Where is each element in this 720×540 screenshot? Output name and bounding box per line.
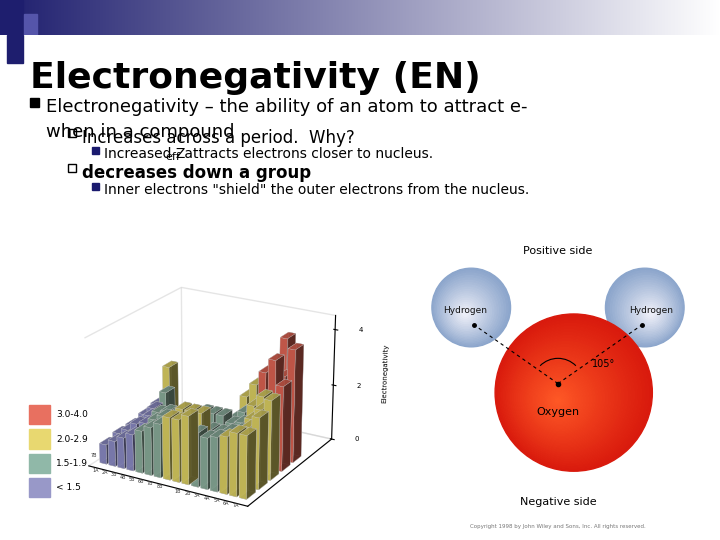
Circle shape xyxy=(438,278,501,341)
Bar xyxy=(7,35,23,63)
Text: Electronegativity – the ability of an atom to attract e-
when in a compound: Electronegativity – the ability of an at… xyxy=(46,98,528,140)
Circle shape xyxy=(454,300,478,325)
Circle shape xyxy=(545,387,572,414)
Circle shape xyxy=(536,376,583,423)
Circle shape xyxy=(510,341,621,451)
Text: attracts electrons closer to nucleus.: attracts electrons closer to nucleus. xyxy=(180,147,433,161)
Circle shape xyxy=(550,393,566,408)
Circle shape xyxy=(518,353,608,443)
Circle shape xyxy=(459,307,472,320)
Circle shape xyxy=(432,268,510,347)
Circle shape xyxy=(624,287,672,335)
Circle shape xyxy=(611,273,681,344)
Circle shape xyxy=(529,368,592,431)
Circle shape xyxy=(441,282,496,338)
Circle shape xyxy=(644,307,657,320)
Circle shape xyxy=(515,347,614,447)
Circle shape xyxy=(636,298,665,327)
Bar xyxy=(24,14,37,35)
Text: 3.0-4.0: 3.0-4.0 xyxy=(56,410,88,419)
Text: Copyright 1998 by John Wiley and Sons, Inc. All rights reserved.: Copyright 1998 by John Wiley and Sons, I… xyxy=(470,524,646,529)
Circle shape xyxy=(640,302,661,323)
Bar xyxy=(29,454,50,473)
Circle shape xyxy=(608,271,683,346)
Circle shape xyxy=(638,300,662,325)
Circle shape xyxy=(439,280,498,340)
Circle shape xyxy=(503,329,634,461)
Circle shape xyxy=(527,365,595,433)
Text: Oxygen: Oxygen xyxy=(536,407,580,417)
Text: 105°: 105° xyxy=(592,359,615,369)
Circle shape xyxy=(553,395,564,406)
Text: Inner electrons "shield" the outer electrons from the nucleus.: Inner electrons "shield" the outer elect… xyxy=(104,184,529,197)
Text: Increases across a period.  Why?: Increases across a period. Why? xyxy=(82,129,355,147)
Circle shape xyxy=(642,305,659,322)
Circle shape xyxy=(444,287,492,335)
Text: 1.5-1.9: 1.5-1.9 xyxy=(56,459,88,468)
Circle shape xyxy=(447,292,487,332)
Circle shape xyxy=(629,292,669,332)
Circle shape xyxy=(555,397,561,403)
Text: Hydrogen: Hydrogen xyxy=(444,306,487,315)
Text: Increased Z: Increased Z xyxy=(104,147,185,161)
Circle shape xyxy=(509,339,624,454)
Circle shape xyxy=(502,326,638,463)
Circle shape xyxy=(507,335,628,456)
Text: < 1.5: < 1.5 xyxy=(56,483,81,492)
Circle shape xyxy=(455,302,476,323)
Circle shape xyxy=(436,275,503,343)
Circle shape xyxy=(613,275,680,343)
Bar xyxy=(92,184,99,191)
Bar xyxy=(29,478,50,497)
Circle shape xyxy=(541,382,577,418)
Circle shape xyxy=(513,345,618,449)
Circle shape xyxy=(435,273,505,344)
Circle shape xyxy=(498,320,645,467)
Text: decreases down a group: decreases down a group xyxy=(82,164,311,183)
Text: Negative side: Negative side xyxy=(520,497,596,507)
Text: eff: eff xyxy=(165,152,180,163)
Circle shape xyxy=(516,350,611,445)
Circle shape xyxy=(442,285,494,337)
Circle shape xyxy=(634,296,666,329)
Circle shape xyxy=(462,310,468,316)
Circle shape xyxy=(627,289,671,334)
Circle shape xyxy=(449,294,485,330)
Circle shape xyxy=(500,323,642,465)
Circle shape xyxy=(534,373,586,426)
Circle shape xyxy=(433,271,508,346)
Circle shape xyxy=(497,317,649,469)
Circle shape xyxy=(618,280,677,340)
Bar xyxy=(29,429,50,449)
Text: 2.0-2.9: 2.0-2.9 xyxy=(56,435,88,443)
Circle shape xyxy=(445,289,489,334)
Circle shape xyxy=(495,314,652,471)
Text: Positive side: Positive side xyxy=(523,246,593,256)
Circle shape xyxy=(450,296,482,329)
Circle shape xyxy=(606,268,684,347)
Circle shape xyxy=(646,308,655,318)
Circle shape xyxy=(620,282,675,338)
Bar xyxy=(92,147,99,154)
Circle shape xyxy=(531,370,589,428)
Text: Electronegativity (EN): Electronegativity (EN) xyxy=(30,61,481,95)
Bar xyxy=(29,405,50,424)
Circle shape xyxy=(525,362,598,436)
Bar xyxy=(0,0,23,35)
Bar xyxy=(30,98,39,107)
Circle shape xyxy=(505,333,631,458)
Circle shape xyxy=(461,308,470,318)
Circle shape xyxy=(648,310,654,316)
Circle shape xyxy=(631,294,667,330)
Circle shape xyxy=(451,298,480,327)
Circle shape xyxy=(622,285,674,337)
Circle shape xyxy=(615,278,678,341)
Text: Hydrogen: Hydrogen xyxy=(629,306,672,315)
Circle shape xyxy=(523,359,601,438)
Circle shape xyxy=(543,384,575,416)
Circle shape xyxy=(548,390,569,411)
Circle shape xyxy=(457,305,474,322)
Circle shape xyxy=(538,379,580,421)
Circle shape xyxy=(521,356,605,440)
